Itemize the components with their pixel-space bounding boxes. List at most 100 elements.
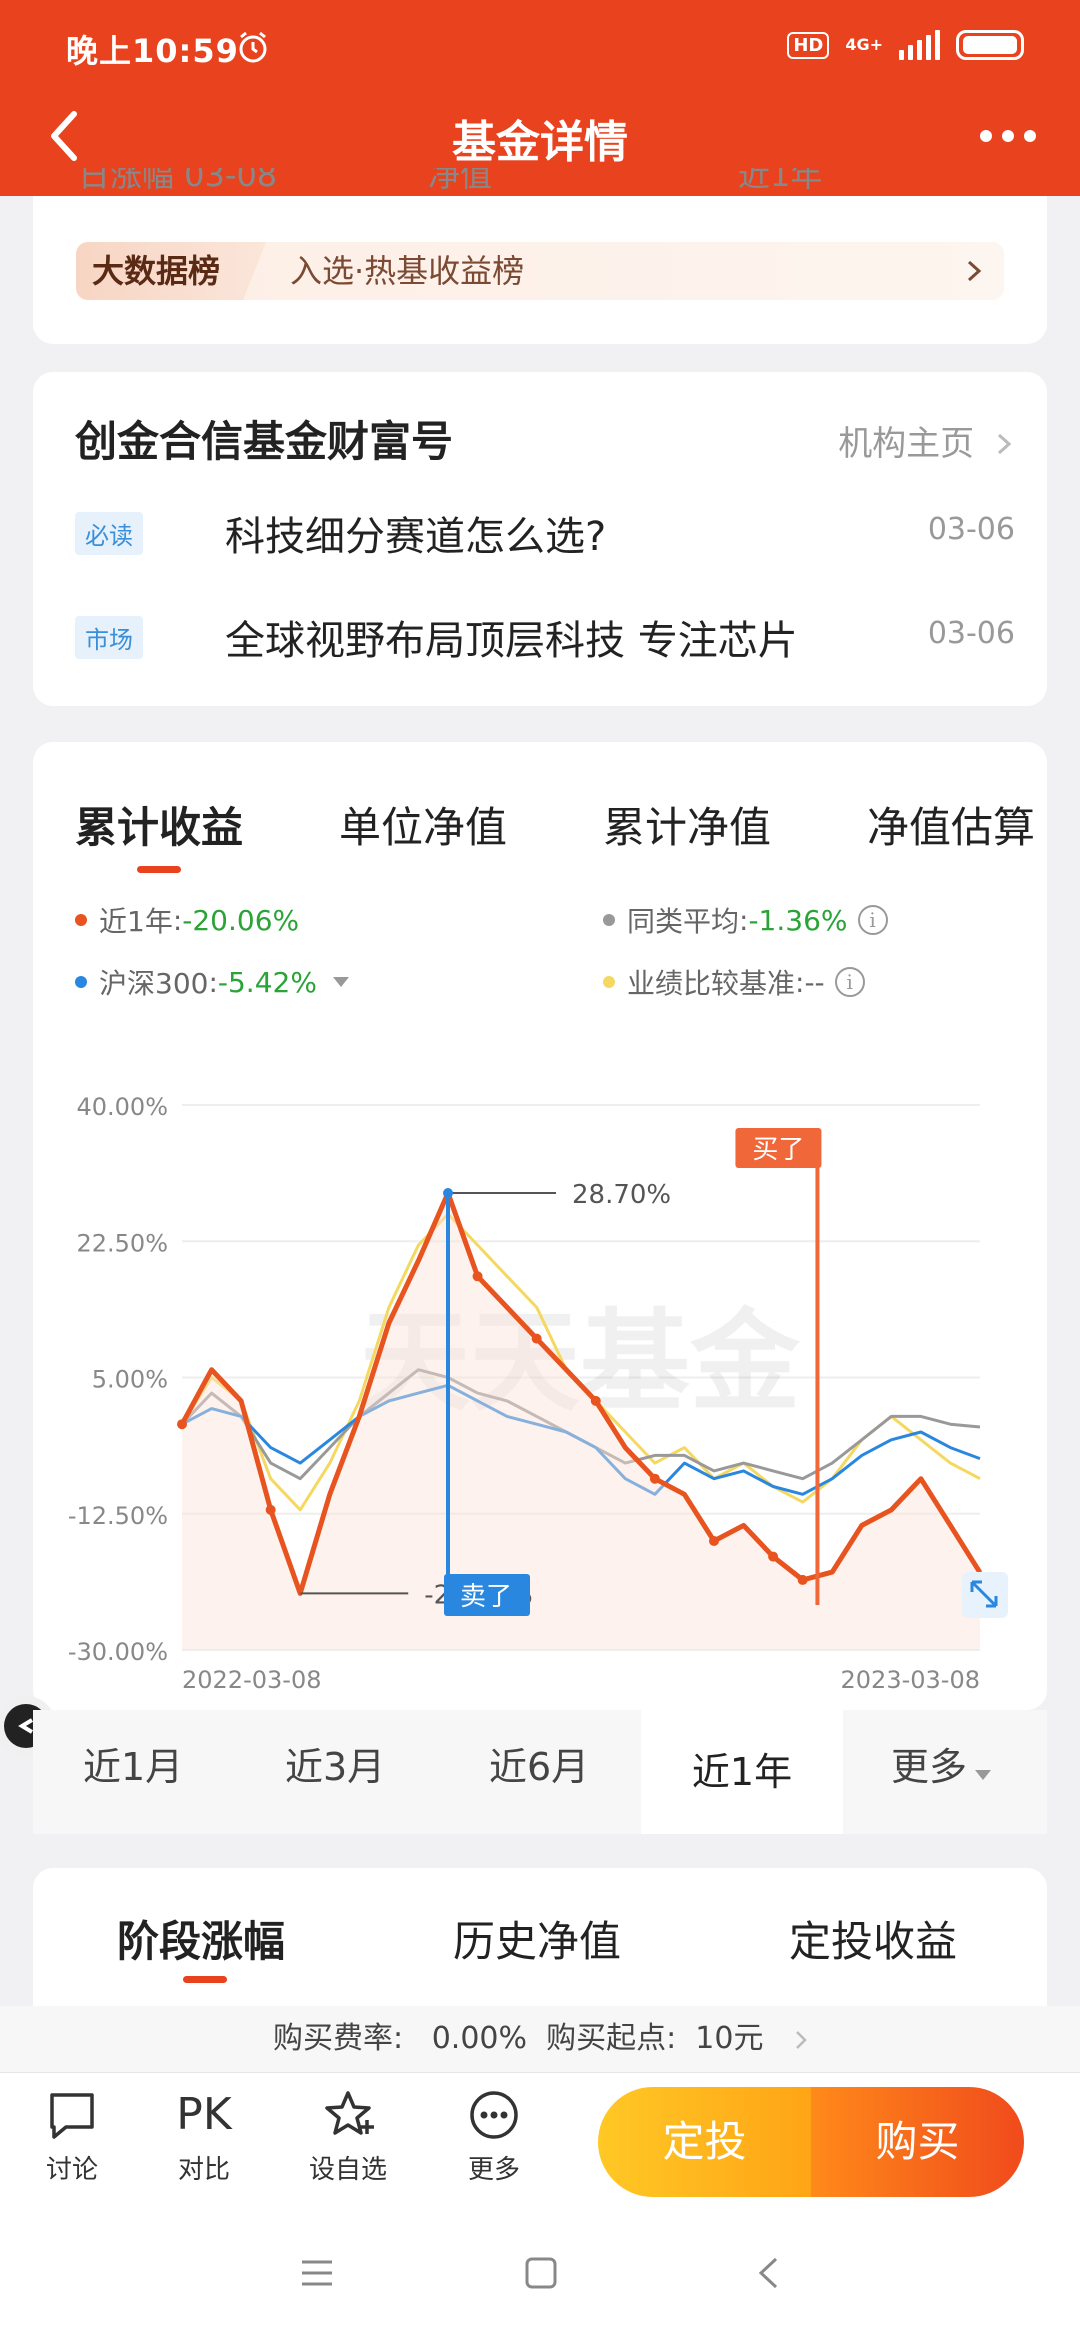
home-square-icon[interactable] xyxy=(524,2256,558,2290)
legend-value: -- xyxy=(804,965,825,999)
fee-info-bar[interactable]: 购买费率: 0.00% 购买起点: 10元 xyxy=(0,2006,1080,2072)
fund-marker-dot xyxy=(472,1271,483,1282)
legend-value: -20.06% xyxy=(182,903,300,937)
fund-marker-dot xyxy=(709,1536,719,1546)
y-tick-label: 40.00% xyxy=(76,1093,168,1121)
more-menu-icon[interactable] xyxy=(980,130,1036,142)
period-more[interactable]: 更多 xyxy=(891,1736,992,1791)
legend-name: 沪深300 xyxy=(99,967,209,1000)
x-tick-label: 2023-03-08 xyxy=(841,1666,980,1694)
news-title: 科技细分赛道怎么选? xyxy=(225,514,607,560)
org-homepage-link[interactable]: 机构主页 xyxy=(838,416,1011,465)
news-item[interactable]: 市场 全球视野布局顶层科技 专注芯片 03-06 xyxy=(75,604,1015,664)
news-date: 03-06 xyxy=(927,512,1015,547)
legend-dot xyxy=(603,976,615,988)
more-circle-icon xyxy=(470,2091,518,2139)
period-selector: 近1月 近3月 近6月 近1年 更多 xyxy=(33,1710,1047,1834)
more-label: 更多 xyxy=(467,2155,520,2185)
chart-tabs: 累计收益 单位净值 累计净值 净值估算 xyxy=(75,794,1035,873)
hd-badge: HD xyxy=(787,31,830,59)
tab-cumulative-nav[interactable]: 累计净值 xyxy=(602,803,771,852)
status-time: 晚上10:59 xyxy=(66,32,239,70)
clipped-stats-row: 日涨幅 03-08 净值 近1年 xyxy=(78,168,978,196)
menu-icon[interactable] xyxy=(300,2258,334,2288)
bigdata-banner[interactable]: 大数据榜 入选·热基收益榜 xyxy=(76,242,1004,300)
y-tick-label: -12.50% xyxy=(68,1502,168,1530)
fund-marker-dot xyxy=(590,1395,601,1406)
info-icon[interactable]: i xyxy=(857,905,888,935)
fund-marker-dot xyxy=(768,1551,779,1562)
news-item[interactable]: 必读 科技细分赛道怎么选? 03-06 xyxy=(75,500,1015,560)
tab-history-nav[interactable]: 历史净值 xyxy=(453,1917,622,1966)
caret-down-icon xyxy=(975,1770,992,1780)
dingtou-button[interactable]: 定投 xyxy=(598,2087,811,2197)
news-tag: 必读 xyxy=(75,512,143,555)
sell-marker-badge xyxy=(444,1574,530,1616)
battery-icon xyxy=(956,30,1024,60)
tab-stage-change[interactable]: 阶段涨幅 xyxy=(117,1917,286,1966)
tab-cumulative-return[interactable]: 累计收益 xyxy=(75,794,243,873)
add-watchlist-label: 设自选 xyxy=(308,2155,387,2185)
legend-peer-avg: 同类平均: -1.36% i xyxy=(603,900,888,940)
signal-icon xyxy=(899,30,940,60)
legend-dot xyxy=(603,914,615,926)
back-arrow-icon[interactable] xyxy=(44,108,84,164)
compare-button[interactable]: PK 对比 xyxy=(144,2087,264,2186)
bigdata-tag: 大数据榜 xyxy=(76,242,266,300)
section-tabs-card: 阶段涨幅 历史净值 定投收益 xyxy=(33,1868,1047,2008)
watermark: 天天基金 xyxy=(360,1298,801,1426)
series-line-fund xyxy=(179,1190,983,1596)
bigdata-text: 入选·热基收益榜 xyxy=(290,252,525,290)
buy-marker-label: 买了 xyxy=(752,1135,804,1165)
purchase-buttons: 定投 购买 xyxy=(598,2087,1024,2197)
tab-sip-return[interactable]: 定投收益 xyxy=(789,1917,958,1966)
info-icon[interactable]: i xyxy=(834,967,865,997)
clipped-label-1: 日涨幅 03-08 xyxy=(78,168,278,194)
legend-name: 近1年 xyxy=(99,905,173,938)
bottom-action-bar: 讨论 PK 对比 设自选 更多 定投 购买 xyxy=(0,2072,1080,2210)
fund-marker-dot xyxy=(531,1333,542,1344)
legend-name: 同类平均 xyxy=(627,905,740,938)
legend-name: 业绩比较基准 xyxy=(627,967,796,1000)
y-tick-label: 22.50% xyxy=(76,1229,168,1257)
news-tag: 市场 xyxy=(75,616,143,659)
fee-info-text: 购买费率: 0.00% 购买起点: 10元 xyxy=(273,2021,764,2056)
period-6m[interactable]: 近6月 xyxy=(489,1745,590,1789)
chevron-right-icon xyxy=(796,2030,807,2049)
system-nav-bar xyxy=(0,2210,1080,2340)
legend-value: -5.42% xyxy=(217,965,317,999)
fund-marker-dot xyxy=(265,1504,276,1515)
clipped-label-2: 净值 xyxy=(428,168,493,194)
period-1y[interactable]: 近1年 xyxy=(641,1710,843,1834)
fund-marker-dot xyxy=(649,1473,660,1484)
chevron-right-icon xyxy=(997,433,1011,455)
legend-hs300[interactable]: 沪深300: -5.42% xyxy=(75,962,349,1002)
return-chart[interactable]: 40.00% 22.50% 5.00% -12.50% -30.00% 2022-03-0… xyxy=(0,0,1080,1720)
tab-nav-estimate[interactable]: 净值估算 xyxy=(866,803,1035,852)
period-1m[interactable]: 近1月 xyxy=(83,1745,184,1789)
max-label: 28.70% xyxy=(572,1180,671,1210)
page-title: 基金详情 xyxy=(452,117,628,168)
org-card: 创金合信基金财富号 机构主页 必读 科技细分赛道怎么选? 03-06 市场 全球… xyxy=(33,372,1047,706)
tab-unit-nav[interactable]: 单位净值 xyxy=(338,803,507,852)
org-homepage-label: 机构主页 xyxy=(838,424,975,464)
expand-icon[interactable] xyxy=(962,1572,1008,1618)
series-line-hs300 xyxy=(181,1383,981,1496)
discuss-button[interactable]: 讨论 xyxy=(12,2087,132,2186)
add-watchlist-button[interactable]: 设自选 xyxy=(288,2087,408,2186)
news-date: 03-06 xyxy=(927,616,1015,651)
status-bar: 晚上10:59 HD 4G+ xyxy=(0,0,1080,96)
legend-dot xyxy=(75,976,87,988)
back-triangle-icon[interactable] xyxy=(756,2256,780,2290)
active-tab-underline xyxy=(183,1976,227,1983)
legend-dot xyxy=(75,914,87,926)
period-3m[interactable]: 近3月 xyxy=(285,1745,386,1789)
discuss-label: 讨论 xyxy=(45,2155,98,2185)
more-button[interactable]: 更多 xyxy=(434,2087,554,2186)
chart-card: 累计收益 单位净值 累计净值 净值估算 近1年: -20.06% 同类平均: -1.… xyxy=(33,742,1047,1710)
buy-button[interactable]: 购买 xyxy=(811,2087,1024,2197)
compare-label: 对比 xyxy=(177,2155,230,2185)
app-header: 晚上10:59 HD 4G+ 基金详情 xyxy=(0,0,1080,196)
chat-bubble-icon xyxy=(50,2093,94,2139)
chevron-right-icon xyxy=(967,260,982,282)
